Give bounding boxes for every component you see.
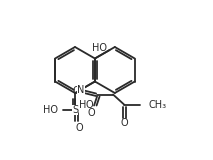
Text: HO: HO: [43, 105, 58, 115]
Text: O: O: [120, 119, 128, 128]
Text: O: O: [87, 108, 95, 119]
Text: HO: HO: [92, 43, 107, 53]
Text: H: H: [79, 100, 87, 111]
Text: O: O: [75, 123, 83, 133]
Text: O: O: [72, 86, 80, 96]
Text: S: S: [72, 105, 78, 115]
Text: O: O: [85, 100, 93, 109]
Text: CH₃: CH₃: [148, 100, 166, 109]
Text: N: N: [77, 84, 85, 95]
